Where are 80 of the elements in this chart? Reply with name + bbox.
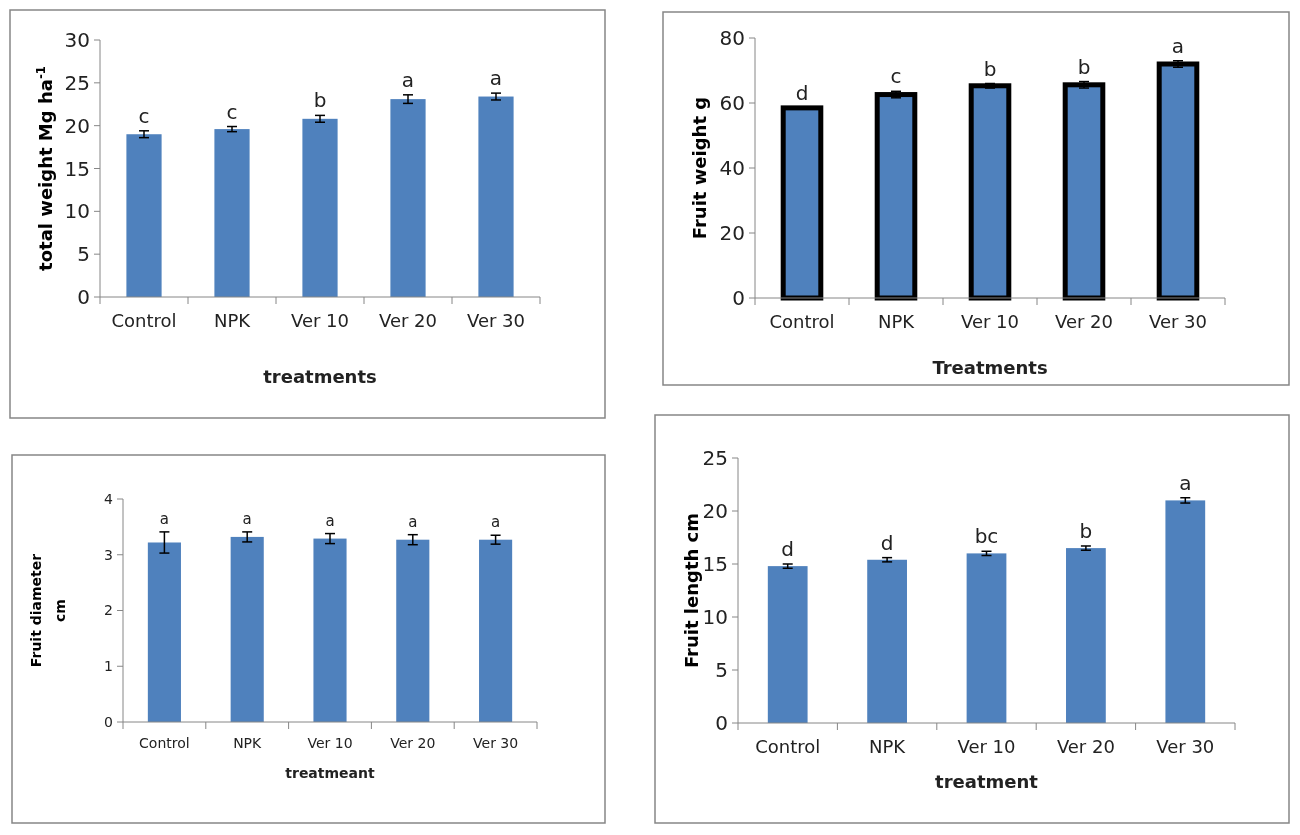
y-axis-title: Fruit diameter cm: [27, 553, 68, 668]
bar: [867, 559, 907, 723]
y-tick-label: 2: [104, 602, 113, 619]
x-tick-label: NPK: [233, 735, 263, 751]
annotation: a: [325, 511, 335, 530]
annotation: d: [781, 537, 795, 561]
bar: [214, 129, 250, 297]
y-tick-label: 0: [732, 286, 745, 310]
y-tick-label: 20: [702, 499, 728, 523]
y-tick-label: 15: [702, 552, 728, 576]
x-tick-label: Ver 30: [1148, 311, 1208, 332]
x-tick-label: NPK: [213, 310, 252, 331]
annotation: d: [880, 530, 894, 555]
x-tick-label: Ver 10: [290, 310, 350, 331]
x-tick-label: Ver 20: [1056, 736, 1115, 757]
y-tick-label: 4: [104, 490, 114, 507]
y-tick-label: 25: [64, 70, 90, 95]
x-tick-label: Ver 10: [957, 736, 1016, 757]
annotation: a: [491, 513, 501, 532]
y-tick-label: 20: [719, 221, 745, 245]
x-tick-label: Ver 30: [1156, 736, 1215, 757]
y-axis-title: Fruit length cm: [681, 512, 703, 669]
annotation: b: [313, 88, 327, 113]
y-tick-label: 40: [719, 156, 745, 180]
y-tick-label: 60: [719, 91, 745, 115]
y-axis-title: Fruit weight g: [689, 96, 711, 240]
x-tick-label: Ver 20: [390, 735, 436, 751]
bar: [302, 118, 338, 297]
annotation: d: [795, 80, 809, 105]
y-tick-label: 20: [64, 113, 90, 138]
y-tick-label: 30: [64, 28, 90, 52]
x-tick-label: NPK: [877, 311, 916, 332]
y-tick-label: 10: [64, 199, 90, 224]
annotation: b: [1079, 518, 1093, 543]
x-tick-label: Control: [755, 736, 821, 757]
x-tick-label: Control: [139, 735, 190, 751]
annotation: a: [1179, 470, 1192, 495]
y-tick-label: 5: [77, 242, 90, 267]
y-tick-label: 0: [77, 285, 90, 309]
x-tick-label: Ver 20: [378, 310, 438, 331]
bar: [126, 134, 162, 297]
annotation: a: [1171, 33, 1185, 58]
annotation: a: [242, 509, 252, 528]
annotation: a: [159, 509, 169, 528]
y-tick-label: 0: [104, 713, 113, 730]
annotation: b: [983, 56, 997, 81]
x-tick-label: Ver 10: [960, 311, 1020, 332]
bar: [1066, 548, 1106, 723]
annotation: b: [1077, 54, 1091, 79]
y-tick-label: 25: [702, 446, 728, 470]
y-tick-label: 15: [64, 156, 90, 181]
x-axis-title: treatmeant: [285, 765, 376, 781]
annotation: c: [226, 99, 238, 124]
y-tick-label: 3: [104, 546, 113, 563]
x-tick-label: Ver 20: [1054, 311, 1114, 332]
y-tick-label: 1: [104, 658, 113, 675]
y-tick-label: 10: [702, 605, 728, 629]
x-tick-label: NPK: [869, 736, 907, 757]
bar: [1165, 500, 1206, 723]
bar: [478, 96, 514, 297]
x-tick-label: Control: [769, 311, 835, 332]
x-axis-title: Treatments: [932, 357, 1048, 378]
x-tick-label: Control: [111, 310, 177, 331]
x-tick-label: Ver 10: [307, 735, 353, 751]
bar: [390, 99, 426, 297]
annotation: bc: [974, 524, 999, 549]
annotation: a: [408, 512, 418, 531]
annotation: c: [890, 64, 902, 89]
annotation: a: [401, 67, 415, 92]
y-tick-label: 5: [715, 658, 728, 682]
annotation: c: [138, 103, 150, 128]
y-tick-label: 0: [715, 711, 728, 735]
x-axis-title: treatments: [263, 366, 377, 387]
bar: [767, 566, 808, 723]
bar: [966, 553, 1007, 723]
x-tick-label: Ver 30: [466, 310, 526, 331]
x-tick-label: Ver 30: [473, 735, 519, 751]
x-axis-title: treatment: [935, 771, 1039, 792]
annotation: a: [489, 66, 503, 91]
y-tick-label: 80: [719, 26, 745, 50]
